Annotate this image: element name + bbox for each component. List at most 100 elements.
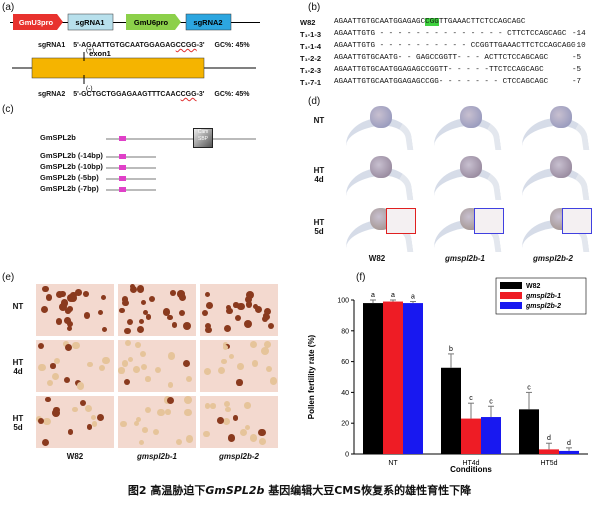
alignment-row-sequence: AGAATTGTG - - - - - - - - - - - - - - CT… — [334, 30, 566, 38]
alignment-row: T₁-1-4 AGAATTGTG - - - - - - - - - - CCGG… — [300, 42, 599, 53]
pollen-grain — [98, 365, 105, 372]
pollen-grain — [237, 363, 244, 370]
bud-shape — [370, 156, 392, 178]
sbp-domain-box: Cam SBP — [193, 128, 213, 148]
pollen-grain — [145, 406, 152, 413]
floral-bud-photo — [424, 102, 506, 150]
pollen-grain — [182, 359, 190, 368]
pollen-grain — [244, 295, 252, 303]
bar — [539, 449, 559, 454]
pollen-grain — [42, 286, 49, 293]
pollen-grain — [145, 314, 152, 320]
pollen-grain — [75, 289, 82, 296]
floral-bud-photo — [336, 102, 418, 150]
bar — [441, 367, 461, 454]
pollen-grain — [124, 379, 131, 386]
pollen-grain — [121, 360, 129, 367]
pollen-grain — [139, 350, 147, 358]
pollen-grain — [43, 417, 52, 426]
floral-bud-photo — [336, 152, 418, 200]
pollen-grain — [269, 377, 278, 385]
pollen-grain — [176, 439, 182, 446]
pollen-grain — [236, 302, 245, 311]
x-tick-label: HT4d — [462, 460, 479, 467]
pollen-grain — [249, 434, 258, 442]
pollen-grain — [145, 376, 151, 382]
bud-row-label: HT 4d — [313, 166, 325, 184]
pollen-grain — [129, 285, 138, 294]
pollen-grain — [261, 347, 270, 356]
pollen-grain — [261, 315, 269, 323]
pollen-grain — [153, 429, 160, 436]
bar — [559, 450, 579, 454]
pollen-grain — [167, 382, 174, 388]
pollen-grain — [135, 342, 141, 348]
pollen-grain — [47, 380, 54, 387]
protein-row-label: GmSPL2b (-10bp) — [40, 162, 103, 171]
pollen-grain — [83, 312, 90, 319]
pollen-grain — [41, 438, 50, 446]
significance-letter: b — [449, 346, 453, 353]
alignment-row-name: T₁-2-2 — [300, 54, 322, 63]
seq-part: AGAATTGTGCAATGGAGAGC — [334, 18, 426, 26]
pollen-grain — [133, 420, 139, 426]
pollen-grain — [251, 360, 258, 367]
pollen-col-label: gmspl2b-2 — [218, 452, 259, 461]
protein-backbone — [106, 189, 156, 191]
pollen-grain — [72, 406, 78, 412]
pollen-grain — [225, 407, 231, 413]
pollen-grain — [97, 309, 103, 316]
pollen-grain — [264, 307, 272, 316]
pollen-stain-photo — [200, 396, 278, 448]
sgrna2-end: -3' — [196, 91, 205, 98]
pollen-grain — [263, 340, 271, 348]
pollen-col-label: gmspl2b-1 — [136, 452, 177, 461]
pollen-grain — [222, 418, 230, 426]
alignment-row-sequence: AGAATTGTG - - - - - - - - - - CCGGTTGAAA… — [334, 42, 576, 50]
pollen-grain — [266, 366, 273, 373]
pollen-grain — [96, 414, 104, 422]
pollen-grain — [63, 376, 71, 384]
pollen-grain — [136, 285, 145, 293]
pollen-grain — [210, 403, 216, 409]
pollen-grain — [52, 372, 60, 380]
pollen-grain — [140, 299, 146, 305]
pollen-grain — [202, 310, 208, 317]
pollen-stain-photo — [36, 396, 114, 448]
figure-caption: 图2 高温胁迫下GmSPL2b 基因编辑大豆CMS恢复系的雄性育性下降 — [0, 482, 599, 498]
bud-row-label: NT — [313, 116, 325, 125]
pollen-grain — [91, 421, 98, 427]
panel-label-e: (e) — [2, 272, 15, 283]
x-axis-label: Conditions — [450, 465, 492, 474]
bar — [461, 418, 481, 454]
pollen-grain — [50, 363, 56, 369]
pollen-grain — [143, 309, 149, 315]
significance-letter: a — [371, 292, 375, 299]
y-tick-label: 60 — [341, 359, 349, 366]
bar — [363, 303, 383, 454]
bar — [481, 417, 501, 454]
sgrna1-seq: 5'-AGAATTGTGCAATGGAGAG — [73, 42, 176, 49]
bud-row-label: HT 5d — [313, 218, 325, 236]
pollen-row-label: NT — [12, 302, 24, 311]
pollen-stain-photo — [118, 396, 196, 448]
pollen-grain — [133, 365, 140, 373]
pollen-grain — [55, 318, 63, 325]
protein-row-label: GmSPL2b (-5bp) — [40, 173, 99, 182]
pollen-grain — [124, 340, 131, 347]
sgrna1-label: sgRNA1 — [75, 18, 104, 27]
pollen-grain — [101, 326, 107, 332]
sgrna2-name: sgRNA2 — [38, 91, 66, 98]
minus-mark: (-) — [86, 85, 93, 92]
bud-shape — [460, 156, 482, 178]
seq-part: AGAATTGTGCAATGGAGAGCCGGTT- - - - -TTCTCC… — [334, 66, 544, 74]
pollen-grain — [91, 414, 97, 420]
pollen-stain-photo — [36, 284, 114, 336]
pollen-grain — [182, 321, 191, 330]
alignment-row-name: W82 — [300, 18, 316, 27]
floral-bud-photo — [512, 102, 594, 150]
significance-letter: a — [411, 294, 415, 301]
pollen-grain — [203, 430, 210, 438]
sgrna2-label: sgRNA2 — [193, 18, 222, 27]
floral-bud-photo — [424, 204, 506, 252]
